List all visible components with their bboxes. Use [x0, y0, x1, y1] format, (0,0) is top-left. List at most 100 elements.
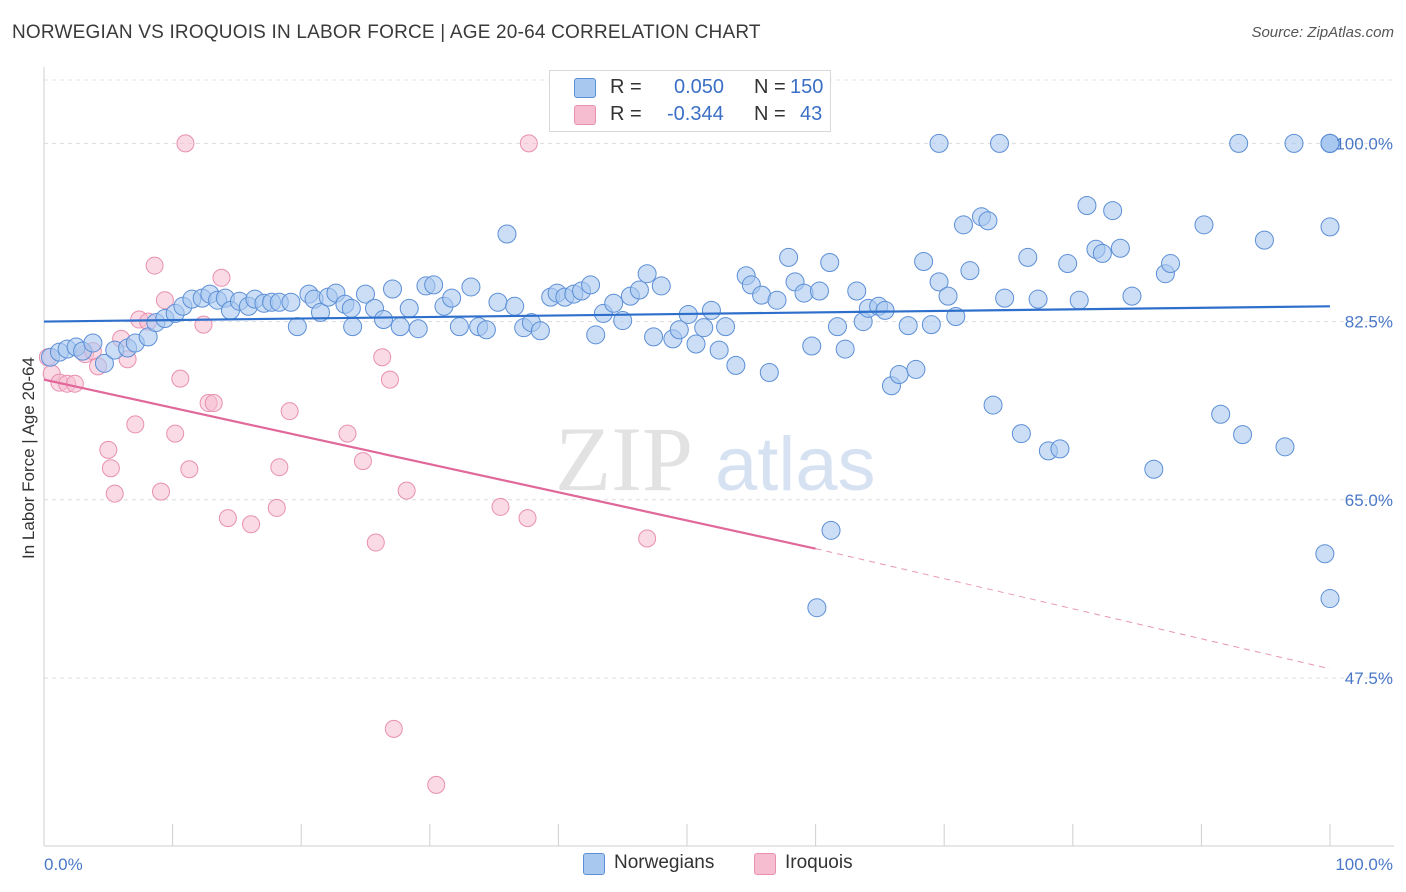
legend-n-label: N =	[754, 76, 786, 98]
iroquois-point	[242, 515, 261, 534]
norwegian-point	[449, 317, 469, 337]
norwegian-point	[1275, 437, 1295, 457]
legend-n-value: 43	[800, 103, 823, 125]
iroquois-point	[105, 484, 124, 503]
norwegian-point	[889, 365, 909, 385]
tick-labels: 100.0% 82.5% 65.0% 47.5% 0.0% 100.0%	[44, 134, 1393, 874]
norwegian-point	[978, 211, 998, 231]
norwegian-point	[408, 319, 428, 339]
norwegian-point	[1122, 286, 1142, 306]
x-tick-label-start: 0.0%	[44, 855, 83, 874]
iroquois-point	[338, 424, 357, 443]
norwegian-point	[374, 310, 394, 330]
norwegian-points	[40, 133, 1340, 618]
norwegian-point	[1194, 215, 1214, 235]
legend-swatch-blue	[574, 78, 596, 98]
norwegian-point	[929, 133, 949, 153]
norwegian-point	[1320, 589, 1340, 609]
norwegian-point	[488, 292, 508, 312]
iroquois-point	[353, 452, 372, 471]
norwegian-point	[759, 362, 779, 382]
iroquois-point	[180, 460, 199, 479]
norwegian-point	[669, 320, 689, 340]
watermark-zip: ZIP	[555, 408, 693, 510]
iroquois-point	[204, 394, 223, 413]
norwegian-point	[424, 275, 444, 295]
norwegian-point	[1320, 133, 1340, 153]
norwegian-point	[1233, 425, 1253, 445]
chart-title: NORWEGIAN VS IROQUOIS IN LABOR FORCE | A…	[12, 22, 761, 43]
legend-row-norwegians: R = 0.050 N = 150	[574, 76, 823, 100]
norwegian-point	[287, 317, 307, 337]
norwegian-point	[530, 321, 550, 341]
norwegian-point	[686, 334, 706, 354]
norwegian-point	[390, 317, 410, 337]
norwegian-point	[716, 317, 736, 337]
legend-r-label: R =	[610, 76, 642, 98]
iroquois-point	[65, 374, 84, 393]
norwegian-point	[1092, 243, 1112, 263]
norwegian-point	[356, 284, 375, 304]
norwegian-point	[341, 298, 361, 318]
norwegian-point	[281, 292, 301, 312]
norwegian-point	[1018, 247, 1038, 267]
norwegian-point	[1161, 254, 1181, 274]
norwegian-point	[1058, 254, 1078, 274]
iroquois-point	[491, 497, 510, 516]
iroquois-point	[155, 291, 174, 310]
legend-n-value: 150	[790, 76, 824, 98]
norwegian-point	[779, 247, 799, 267]
norwegian-point	[310, 302, 330, 322]
norwegian-point	[629, 280, 649, 300]
bottom-legend-label: Norwegians	[614, 852, 715, 873]
legend-swatch-pink	[574, 105, 596, 125]
norwegian-point	[820, 253, 840, 273]
iroquois-point	[270, 458, 289, 477]
trend-lines	[43, 305, 1331, 670]
norwegian-point	[1284, 133, 1304, 153]
iroquois-point	[145, 256, 164, 275]
iroquois-point	[518, 509, 537, 528]
norwegian-point	[581, 275, 601, 295]
norwegian-point	[1211, 404, 1231, 424]
iroquois-point	[176, 134, 195, 153]
iroquois-point	[212, 268, 231, 287]
norwegian-point	[807, 598, 827, 618]
norwegian-point	[1254, 230, 1274, 250]
iroquois-point	[384, 719, 403, 738]
watermark: ZIP atlas	[555, 408, 876, 510]
norwegian-point	[442, 288, 462, 308]
norwegian-point	[343, 317, 363, 337]
norwegian-point	[1050, 439, 1070, 459]
source-label: Source: ZipAtlas.com	[1251, 24, 1394, 41]
iroquois-trend-extension	[815, 548, 1331, 670]
norwegian-point	[1110, 238, 1130, 258]
norwegian-point	[809, 281, 829, 301]
iroquois-point	[380, 370, 399, 389]
y-tick-label: 65.0%	[1345, 491, 1393, 510]
x-tick-label-end: 100.0%	[1335, 855, 1393, 874]
norwegian-point	[835, 339, 855, 359]
norwegian-point	[767, 290, 787, 310]
norwegian-point	[983, 395, 1003, 415]
correlation-legend: R = 0.050 N = 150 R = -0.344 N = 43	[549, 70, 831, 132]
norwegian-point	[929, 272, 949, 292]
norwegian-point	[461, 277, 481, 297]
norwegian-point	[946, 306, 966, 326]
norwegian-point	[694, 318, 714, 338]
norwegian-point	[1320, 217, 1340, 237]
legend-r-label: R =	[610, 103, 642, 125]
iroquois-point	[280, 402, 299, 421]
y-tick-label: 47.5%	[1345, 669, 1393, 688]
bottom-legend-swatch-blue	[583, 853, 605, 875]
norwegian-point	[709, 340, 729, 360]
watermark-atlas: atlas	[715, 422, 876, 507]
iroquois-point	[171, 369, 190, 388]
iroquois-point	[397, 481, 416, 500]
norwegian-point	[651, 276, 671, 296]
iroquois-point	[427, 775, 446, 794]
axes	[43, 67, 1394, 847]
norwegian-point	[1144, 459, 1164, 479]
iroquois-point	[166, 424, 185, 443]
